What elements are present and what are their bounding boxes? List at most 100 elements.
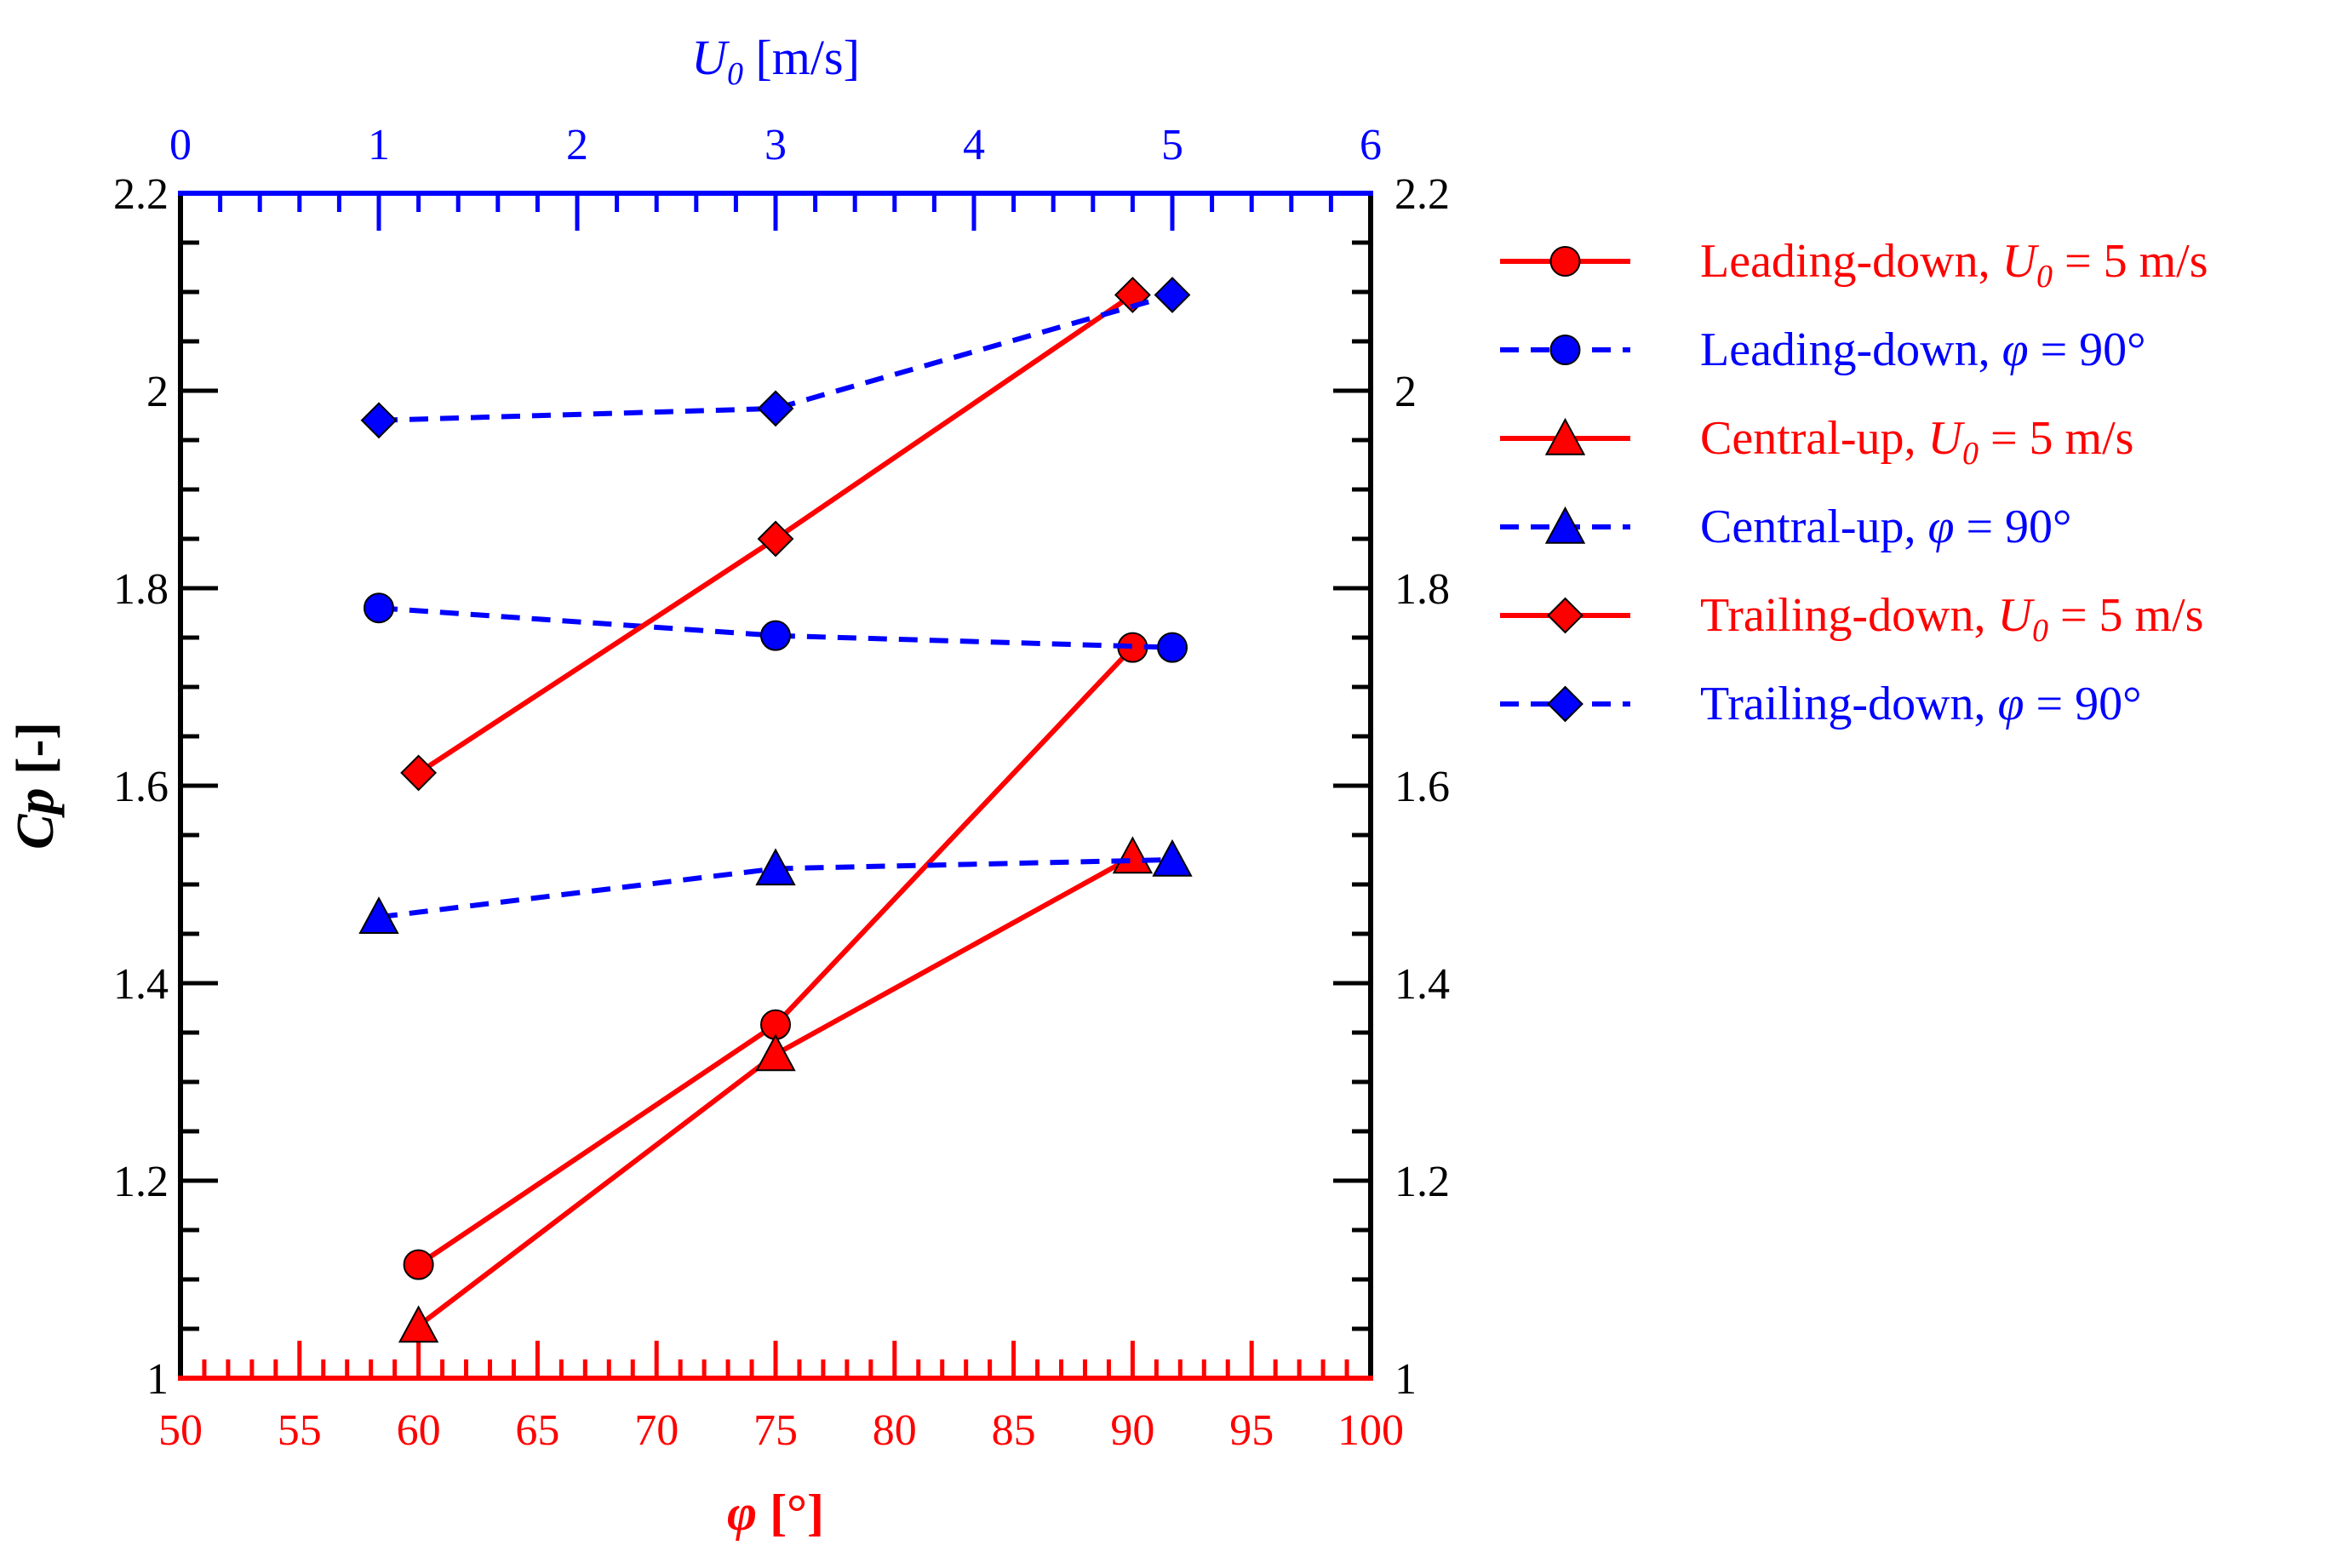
y-tick-label-left: 1.6	[113, 763, 169, 811]
x-tick-label-bottom: 75	[753, 1406, 798, 1455]
legend-label-var: φ	[1927, 501, 1954, 553]
x2-tick-label-top: 6	[1360, 121, 1382, 169]
legend-label: Leading-down, U0 = 5 m/s	[1700, 235, 2208, 295]
legend-label-main: Leading-down,	[1700, 235, 2002, 288]
x-tick-label-bottom: 90	[1110, 1406, 1154, 1455]
legend-label-sub: 0	[2036, 259, 2053, 295]
legend-label-tail: = 5 m/s	[2053, 235, 2208, 288]
data-point	[398, 1305, 439, 1343]
legend-marker	[1549, 335, 1581, 365]
legend-entry-4: Trailing-down, U0 = 5 m/s	[1500, 589, 2203, 649]
data-point	[757, 520, 794, 558]
y-tick-label-right: 1.4	[1394, 960, 1450, 1009]
data-point	[403, 1249, 434, 1280]
x2-tick-label-top: 0	[169, 121, 192, 169]
legend-marker	[1544, 506, 1586, 544]
y-axis-title-symbol: Cp	[7, 788, 65, 850]
legend-label-var: U	[2002, 235, 2040, 288]
series-line-5	[378, 292, 1173, 423]
x-tick-label-bottom: 55	[278, 1406, 322, 1455]
y-tick-label-left: 2	[146, 368, 169, 416]
series-line-0	[416, 645, 1135, 1268]
legend-label-main: Central-up,	[1700, 501, 1927, 553]
series-2	[398, 836, 1154, 1343]
data-point	[400, 754, 438, 792]
x2-tick-label-top: 5	[1161, 121, 1183, 169]
x2-tick-label-top: 3	[765, 121, 787, 169]
legend-label-tail: = 90°	[1954, 501, 2071, 553]
y-axis-title-unit: [-]	[7, 722, 65, 787]
legend-label: Central-up, φ = 90°	[1700, 501, 2071, 553]
data-point	[1157, 632, 1188, 663]
legend-marker	[1549, 246, 1581, 277]
y-tick-label-left: 1.8	[113, 565, 169, 614]
legend-label-sub: 0	[2032, 613, 2048, 649]
legend-label: Leading-down, φ = 90°	[1700, 323, 2146, 376]
x-tick-label-bottom: 65	[515, 1406, 559, 1455]
legend-label-main: Central-up,	[1700, 412, 1927, 465]
data-point	[760, 620, 791, 651]
x2-tick-label-top: 4	[963, 121, 985, 169]
legend-label-var: φ	[1998, 678, 2024, 730]
x-tick-label-bottom: 100	[1337, 1406, 1404, 1455]
y-tick-label-right: 1.6	[1394, 763, 1450, 811]
legend-label-main: Trailing-down,	[1700, 589, 1998, 642]
series-1	[364, 592, 1188, 663]
y-axis-title: Cp [-]	[7, 722, 65, 850]
legend-label-tail: = 5 m/s	[1979, 412, 2134, 465]
legend-label-tail: = 90°	[2024, 678, 2142, 730]
data-point	[360, 402, 398, 439]
x-tick-label-bottom: 50	[158, 1406, 203, 1455]
x-tick-label-bottom: 80	[873, 1406, 917, 1455]
x-tick-label-bottom: 70	[634, 1406, 679, 1455]
y-tick-label-right: 1	[1394, 1355, 1417, 1404]
legend-label-var: U	[1998, 589, 2036, 642]
data-point	[358, 896, 399, 934]
y-tick-label-right: 1.8	[1394, 565, 1450, 614]
legend-label-var: φ	[2002, 323, 2029, 376]
series-line-1	[378, 605, 1173, 650]
x2-axis-title-unit: [m/s]	[743, 30, 860, 85]
series-layer	[358, 277, 1193, 1343]
x-axis-title-symbol: φ	[727, 1485, 757, 1541]
legend-label: Trailing-down, φ = 90°	[1700, 678, 2141, 730]
legend-entry-5: Trailing-down, φ = 90°	[1500, 678, 2141, 730]
x2-axis-title-sub: 0	[727, 56, 743, 92]
legend-label: Central-up, U0 = 5 m/s	[1700, 412, 2133, 472]
data-point	[1112, 836, 1154, 874]
y-tick-label-left: 2.2	[113, 170, 169, 219]
data-point	[755, 848, 796, 886]
x2-axis-title: U0 [m/s]	[691, 30, 860, 92]
minor-ticks	[180, 193, 1371, 1378]
legend-label: Trailing-down, U0 = 5 m/s	[1700, 589, 2203, 649]
y-tick-label-right: 2.2	[1394, 170, 1450, 219]
x-tick-label-bottom: 95	[1229, 1406, 1274, 1455]
x-tick-label-bottom: 60	[397, 1406, 441, 1455]
legend-entry-3: Central-up, φ = 90°	[1500, 501, 2071, 553]
data-point	[1154, 277, 1191, 313]
legend-label-sub: 0	[1962, 436, 1979, 472]
x-tick-label-bottom: 85	[992, 1406, 1036, 1455]
legend-label-tail: = 5 m/s	[2048, 589, 2204, 642]
y-tick-label-left: 1.2	[113, 1158, 169, 1206]
legend-marker	[1547, 685, 1583, 723]
legend-entry-2: Central-up, U0 = 5 m/s	[1500, 412, 2133, 472]
legend-marker	[1547, 597, 1583, 634]
series-4	[400, 277, 1151, 792]
legend-entry-1: Leading-down, φ = 90°	[1500, 323, 2146, 376]
x-axis-title: φ [°]	[727, 1485, 824, 1541]
data-point	[1152, 838, 1193, 877]
x-axis-title-unit: [°]	[757, 1485, 824, 1541]
series-3	[358, 838, 1193, 934]
legend-label-var: U	[1927, 412, 1965, 465]
x2-tick-label-top: 2	[566, 121, 588, 169]
series-line-2	[416, 854, 1134, 1328]
major-ticks	[180, 193, 1371, 1378]
legend-entry-0: Leading-down, U0 = 5 m/s	[1500, 235, 2208, 295]
y-tick-label-left: 1	[146, 1355, 169, 1404]
x2-axis-title-symbol: U	[691, 30, 730, 85]
axis-titles: φ [°]U0 [m/s]Cp [-]	[7, 30, 860, 1541]
legend-marker	[1544, 417, 1586, 455]
